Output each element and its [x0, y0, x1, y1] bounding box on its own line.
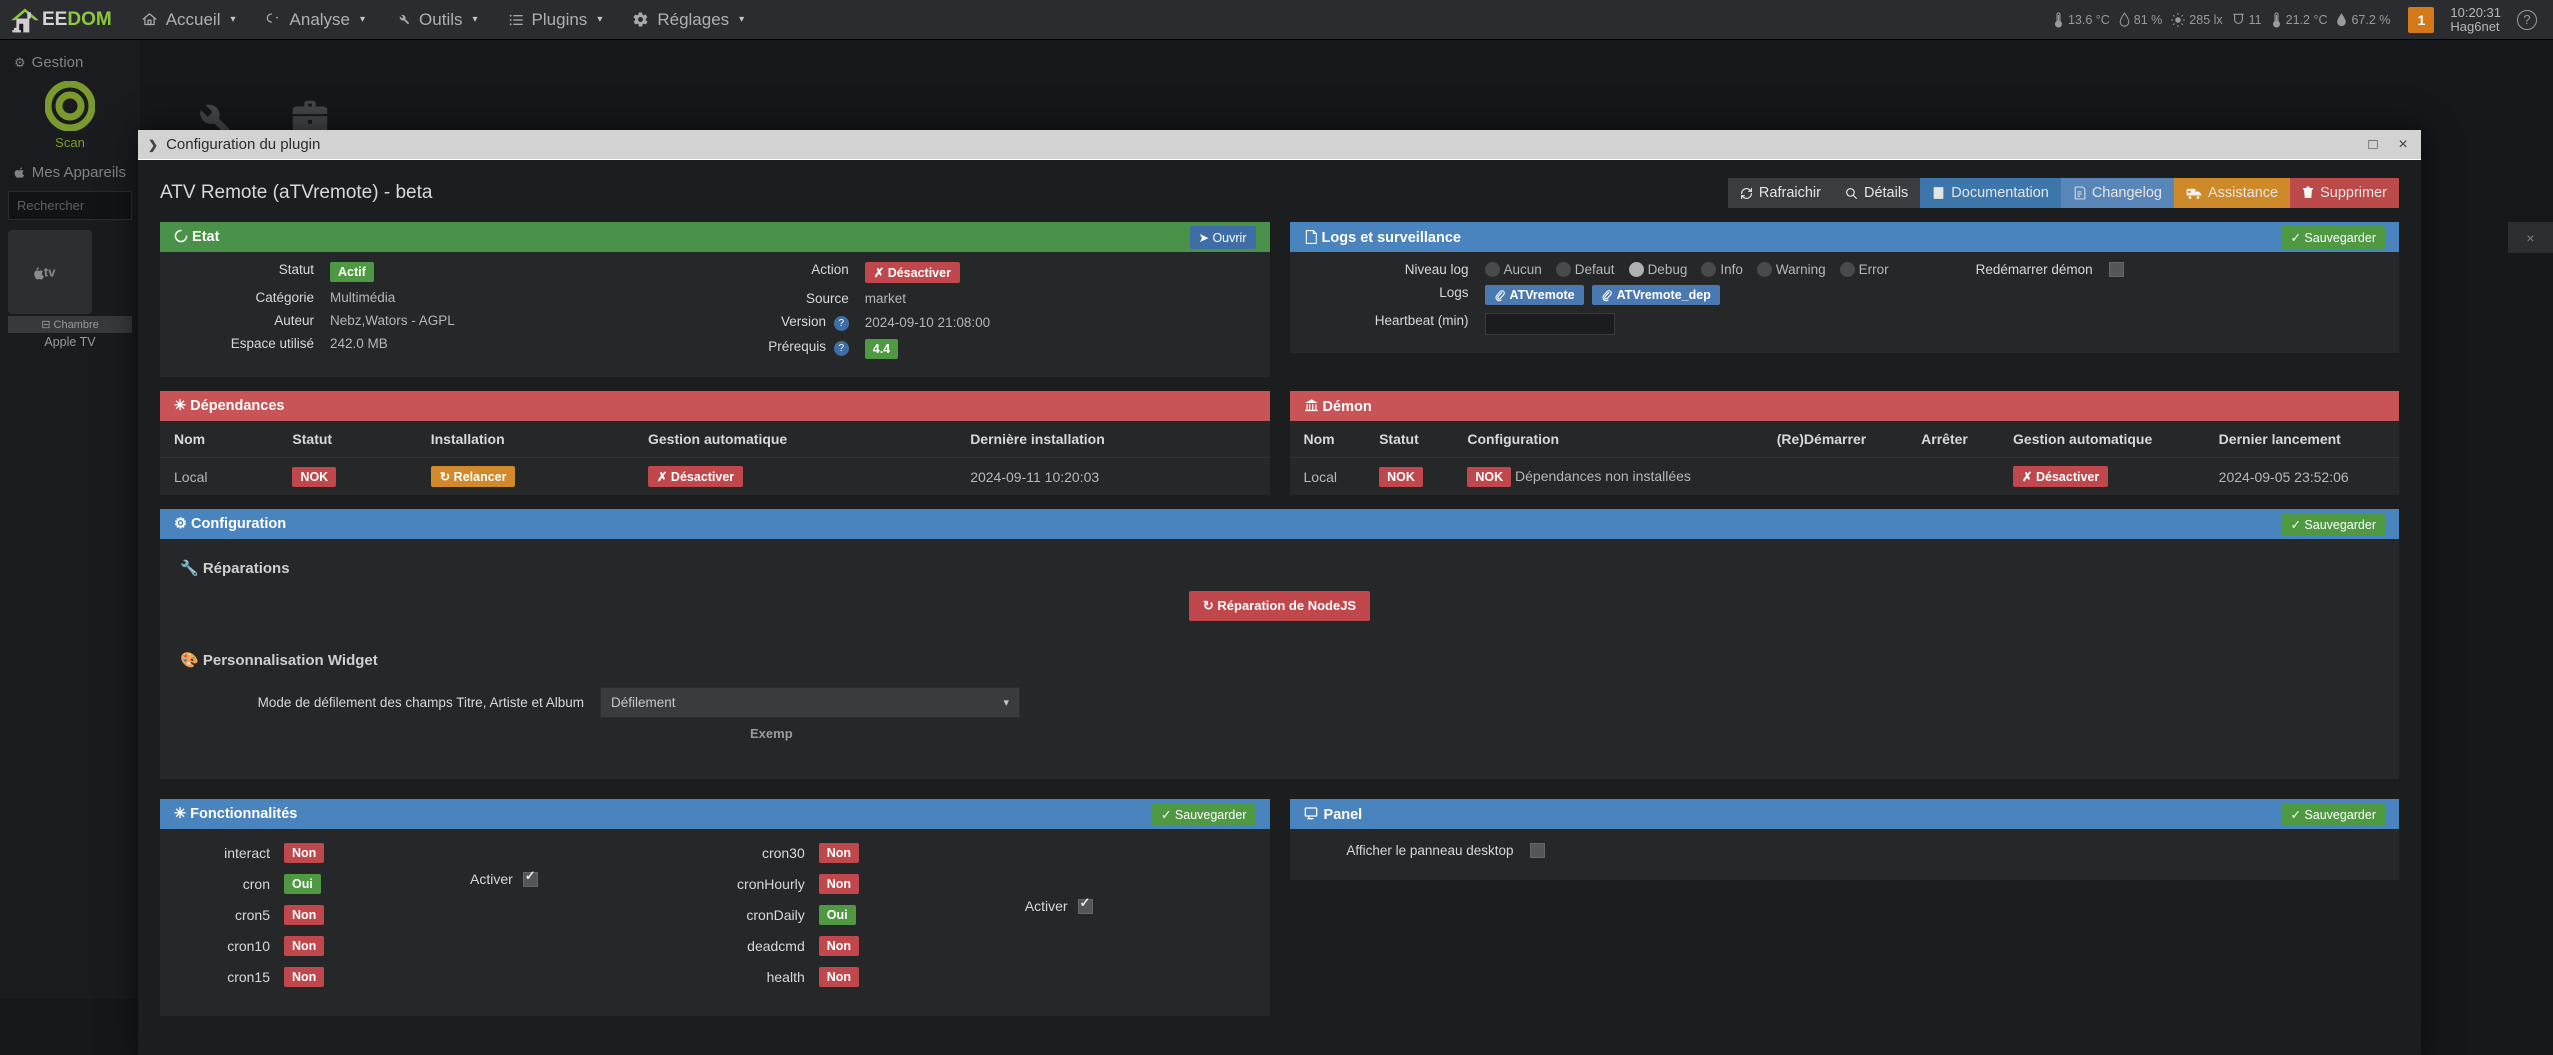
- svg-text:tv: tv: [44, 265, 56, 280]
